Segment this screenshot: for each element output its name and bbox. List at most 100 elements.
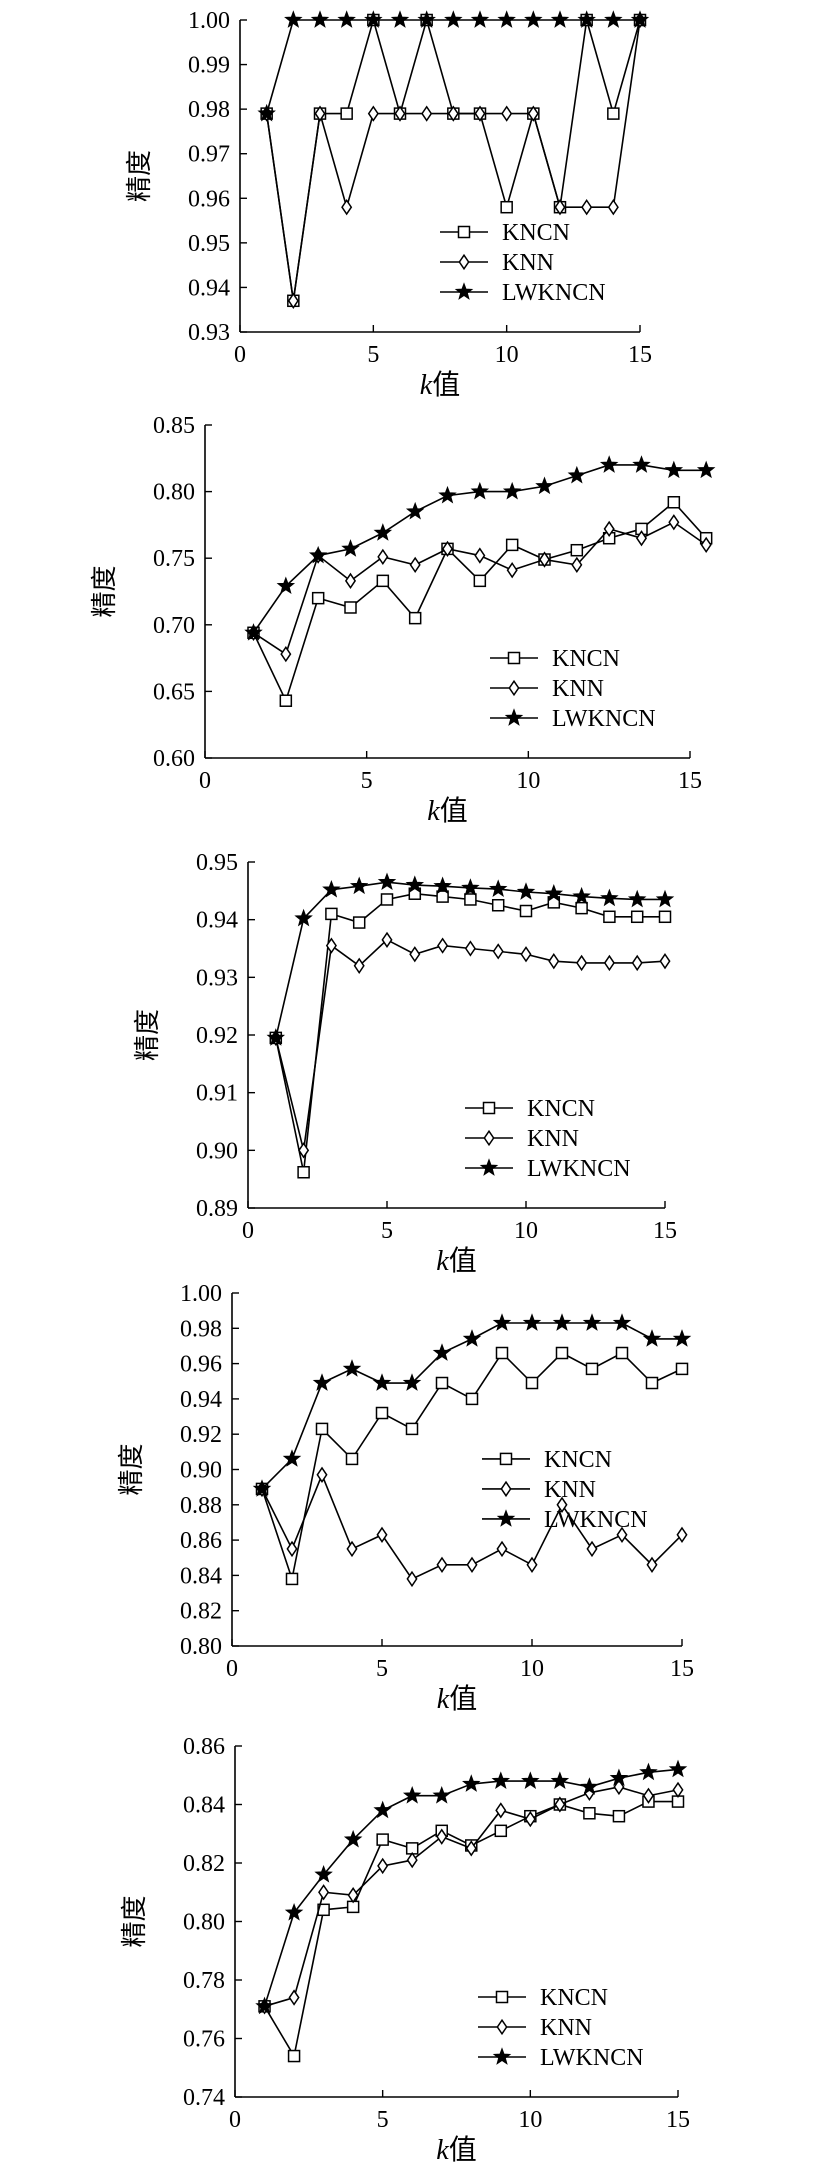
legend-label: KNCN: [552, 646, 620, 672]
legend: KNCN KNN LWKNCN: [478, 1985, 644, 2071]
legend-label: LWKNCN: [552, 706, 656, 732]
legend-label: KNCN: [544, 1447, 612, 1473]
data-point: [433, 876, 452, 895]
data-point: [607, 199, 619, 216]
legend-marker: [457, 225, 471, 239]
data-point: [577, 10, 596, 28]
series-line: [275, 892, 665, 1173]
y-tick-label: 0.84: [180, 1563, 222, 1589]
data-point: [495, 1346, 509, 1360]
data-point: [550, 10, 570, 28]
legend-label: KNN: [540, 2015, 592, 2041]
data-point: [377, 1857, 389, 1875]
x-tick-label: 0: [229, 2107, 241, 2133]
data-point: [599, 455, 619, 473]
legend-marker: [495, 1990, 509, 2004]
data-point: [524, 1810, 536, 1828]
data-point: [538, 551, 551, 568]
x-tick-label: 5: [381, 1218, 393, 1244]
legend-label: KNCN: [502, 220, 570, 246]
data-point: [655, 889, 675, 908]
data-point: [632, 455, 651, 473]
data-point: [548, 953, 560, 970]
data-point: [544, 883, 564, 902]
data-point: [279, 694, 293, 707]
data-point: [286, 1540, 298, 1558]
data-point: [406, 1851, 418, 1869]
y-axis-title: 精度: [90, 565, 119, 617]
data-point: [345, 1452, 359, 1466]
data-point: [373, 523, 393, 541]
legend-label: KNCN: [527, 1096, 595, 1122]
data-point: [582, 1313, 602, 1331]
data-point: [470, 10, 490, 28]
x-tick-label: 15: [666, 2107, 690, 2133]
data-point: [441, 540, 454, 558]
data-point: [612, 1313, 632, 1331]
data-point: [603, 910, 616, 924]
data-point: [244, 623, 263, 641]
series-line: [265, 19, 641, 301]
legend: KNCN KNN LWKNCN: [490, 646, 656, 732]
y-tick-label: 0.94: [180, 1387, 222, 1413]
x-tick-label: 10: [495, 342, 519, 368]
data-point: [526, 1556, 538, 1573]
y-tick-label: 0.76: [183, 2027, 225, 2053]
data-point: [639, 1762, 658, 1781]
data-point: [461, 878, 480, 896]
data-point: [465, 1392, 479, 1406]
data-point: [527, 105, 539, 122]
data-point: [353, 957, 365, 974]
y-tick-label: 0.82: [180, 1599, 222, 1625]
series-line: [253, 521, 707, 656]
x-tick-label: 10: [516, 768, 540, 794]
data-point: [630, 910, 644, 924]
data-point: [377, 872, 397, 891]
x-tick-label: 0: [199, 768, 211, 794]
data-point: [521, 1771, 540, 1789]
data-point: [346, 1540, 358, 1558]
y-tick-label: 0.94: [188, 275, 230, 301]
data-point: [667, 496, 681, 509]
data-point: [255, 1996, 274, 2015]
data-point: [474, 105, 486, 122]
x-tick-label: 5: [376, 1656, 388, 1682]
data-point: [488, 879, 508, 897]
x-axis-title: k值: [437, 1683, 477, 1715]
y-tick-label: 0.89: [196, 1196, 238, 1222]
data-point: [347, 1887, 359, 1904]
data-point: [473, 574, 487, 588]
data-point: [311, 591, 325, 605]
data-point: [492, 1313, 512, 1331]
data-point: [325, 907, 338, 921]
x-tick-label: 15: [670, 1656, 694, 1682]
series-lwkncn: [257, 10, 650, 122]
x-tick-label: 10: [520, 1656, 544, 1682]
y-tick-label: 0.94: [196, 908, 238, 934]
legend-label: KNN: [502, 250, 554, 276]
data-point: [576, 954, 588, 972]
data-point: [444, 10, 463, 28]
legend-label: LWKNCN: [527, 1156, 631, 1182]
data-point: [500, 200, 513, 214]
data-point: [555, 1346, 569, 1360]
data-point: [406, 1570, 418, 1588]
data-point: [465, 1840, 477, 1857]
legend-marker: [454, 282, 474, 300]
data-point: [408, 611, 422, 625]
legend-marker: [479, 1158, 499, 1176]
data-point: [554, 1796, 566, 1813]
series-lwkncn: [244, 455, 716, 641]
data-point: [343, 1829, 363, 1848]
y-axis-title: 精度: [120, 1895, 149, 1947]
data-point: [462, 1774, 481, 1792]
data-point: [318, 1884, 330, 1901]
x-tick-label: 0: [226, 1656, 238, 1682]
y-tick-label: 0.80: [153, 480, 195, 506]
data-point: [344, 572, 357, 590]
data-point: [341, 539, 360, 557]
y-axis-title: 精度: [117, 1443, 146, 1495]
data-point: [435, 1376, 449, 1390]
data-point: [325, 937, 337, 954]
data-point: [491, 1771, 511, 1789]
